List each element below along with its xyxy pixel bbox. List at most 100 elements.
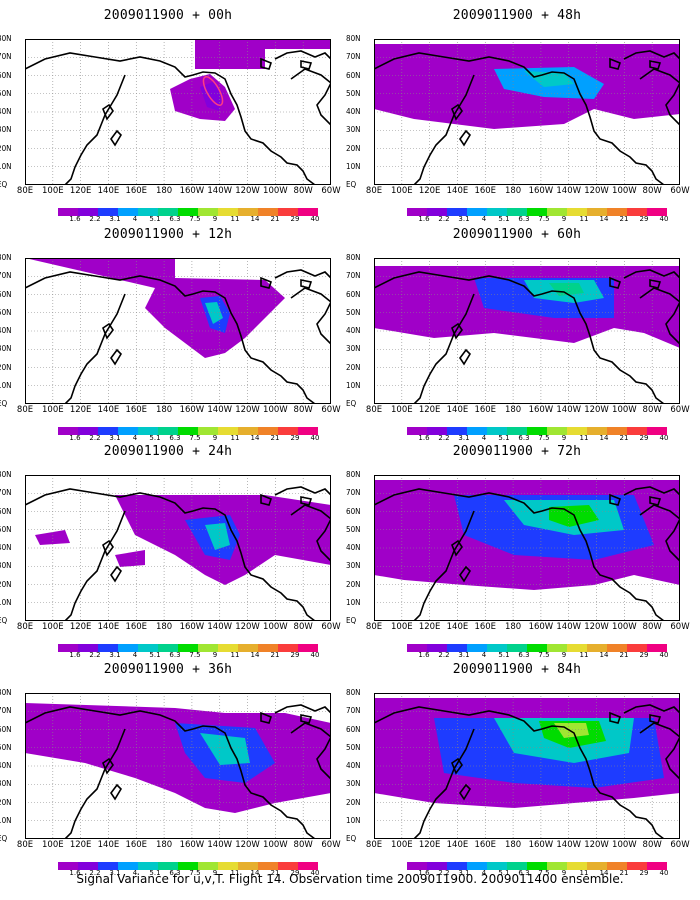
y-axis-label: EQ — [0, 616, 8, 625]
y-axis-label: 30N — [346, 125, 361, 135]
panel-title: 2009011900 + 36h — [103, 662, 233, 677]
x-axis-label: 120W — [584, 405, 609, 415]
colorbar-label: 11 — [230, 651, 240, 659]
colorbar-label: 4 — [481, 434, 487, 442]
colorbar-swatch — [567, 862, 587, 870]
colorbar-label: 2.2 — [438, 215, 450, 223]
colorbar-label: 2.2 — [89, 869, 101, 877]
colorbar-label: 29 — [639, 434, 649, 442]
colorbar-swatch — [218, 427, 238, 435]
x-axis-label: 120E — [69, 622, 92, 632]
map-plot — [25, 39, 331, 185]
colorbar-swatch — [258, 644, 278, 652]
coastline — [64, 74, 126, 185]
colorbar-label: 1.6 — [69, 434, 81, 442]
colorbar-label: 4 — [132, 651, 138, 659]
colorbar-label: 14 — [250, 434, 260, 442]
colorbar-swatch — [178, 644, 198, 652]
x-axis-label: 120E — [418, 186, 441, 196]
map-panel: 2009011900 + 72h 80N 70N 60N 50N 40N 30N 20N 10N… — [346, 442, 690, 659]
colorbar-swatch — [198, 644, 218, 652]
colorbar-label: 9 — [561, 434, 567, 442]
colorbar-label: 5.1 — [149, 651, 161, 659]
x-axis-label: 120E — [69, 186, 92, 196]
y-axis-label: 70N — [346, 488, 361, 498]
colorbar-swatch — [238, 427, 258, 435]
x-axis-label: 80E — [16, 186, 34, 196]
panel-title: 2009011900 + 24h — [103, 444, 233, 459]
coastline — [451, 322, 463, 340]
coastline — [413, 510, 475, 621]
x-axis-label: 140W — [207, 840, 233, 850]
colorbar-label: 2.2 — [438, 869, 450, 877]
x-axis-label: 100E — [391, 622, 413, 632]
colorbar-swatch — [138, 427, 158, 435]
x-axis-label: 140E — [97, 840, 120, 850]
coastline — [623, 704, 680, 714]
colorbar-label: 14 — [250, 651, 260, 659]
panel-title: 2009011900 + 60h — [452, 227, 582, 242]
colorbar-swatch — [178, 427, 198, 435]
y-axis-label: 60N — [0, 289, 12, 299]
x-axis-label: 80W — [642, 186, 662, 196]
colorbar: 1.6 2.2 3.1 4 5.1 6.3 7.5 9 11 14 21 29 40 — [407, 203, 668, 223]
x-axis-label: 160E — [125, 186, 148, 196]
colorbar-swatch — [78, 208, 98, 216]
x-axis-label: 80E — [16, 405, 34, 415]
colorbar-swatch — [298, 862, 318, 870]
map-frame — [25, 475, 331, 621]
colorbar-label: 3.1 — [458, 651, 470, 659]
colorbar-label: 6.3 — [518, 215, 530, 223]
y-axis-label: 10N — [0, 815, 12, 825]
y-axis-label: 80N — [346, 470, 361, 479]
x-axis-label: 60W — [670, 622, 690, 632]
variance-contour — [549, 283, 584, 296]
x-axis-label: 80W — [642, 622, 662, 632]
variance-contour — [200, 733, 250, 765]
colorbar-swatch — [427, 862, 447, 870]
y-axis-label: 70N — [346, 271, 361, 281]
map-panel: 2009011900 + 60h 80N 70N 60N 50N 40N 30N 20N 10N… — [346, 225, 690, 442]
colorbar-label: 2.2 — [89, 434, 101, 442]
x-axis-label: 140W — [207, 186, 233, 196]
colorbar-label: 9 — [561, 869, 567, 877]
coastline — [623, 269, 680, 279]
y-axis-label: EQ — [346, 834, 357, 843]
y-axis-label: 30N — [0, 779, 12, 789]
map-panel: 2009011900 + 84h 80N 70N 60N 50N 40N 30N 20N 10N… — [346, 660, 690, 877]
colorbar-label: 5.1 — [149, 215, 161, 223]
y-axis-label: 50N — [346, 88, 361, 98]
y-axis-label: 80N — [346, 253, 361, 262]
coastline — [459, 129, 472, 147]
colorbar-swatch — [118, 208, 138, 216]
coastline — [25, 271, 316, 404]
colorbar-swatch — [118, 427, 138, 435]
x-axis-label: 80E — [365, 186, 383, 196]
colorbar: 1.6 2.2 3.1 4 5.1 6.3 7.5 9 11 14 21 29 40 — [58, 203, 319, 223]
colorbar-label: 40 — [659, 869, 669, 877]
colorbar-label: 9 — [212, 869, 218, 877]
y-axis-label: 10N — [346, 380, 361, 390]
colorbar-swatch — [587, 208, 607, 216]
x-axis-label: 80E — [365, 840, 383, 850]
y-axis-label: 20N — [346, 362, 361, 372]
colorbar-swatch — [527, 208, 547, 216]
x-axis-label: 100W — [612, 405, 637, 415]
x-axis-label: 60W — [321, 405, 341, 415]
colorbar-swatch — [238, 862, 258, 870]
x-axis-label: 120W — [235, 186, 260, 196]
x-axis-label: 160E — [474, 622, 497, 632]
colorbar-label: 21 — [270, 434, 280, 442]
colorbar-swatch — [238, 208, 258, 216]
colorbar-swatch — [647, 644, 667, 652]
x-axis-label: 140E — [446, 840, 469, 850]
y-axis-label: 50N — [0, 88, 12, 98]
coastline — [623, 486, 680, 496]
colorbar-swatch — [447, 862, 467, 870]
x-axis-label: 180 — [504, 840, 522, 850]
colorbar-swatch — [258, 208, 278, 216]
colorbar-swatch — [447, 427, 467, 435]
colorbar-label: 40 — [659, 651, 669, 659]
x-axis-label: 100W — [263, 186, 288, 196]
colorbar-label: 2.2 — [438, 651, 450, 659]
